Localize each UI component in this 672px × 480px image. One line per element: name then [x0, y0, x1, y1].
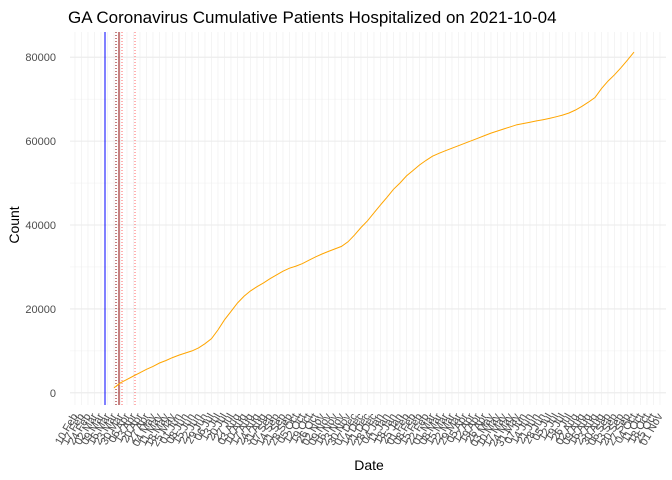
y-tick-label: 60000	[25, 136, 56, 148]
grid	[70, 32, 666, 405]
y-axis-title: Count	[6, 206, 22, 243]
x-axis-title: Date	[354, 457, 384, 473]
data-line	[113, 51, 635, 389]
y-tick-label: 40000	[25, 220, 56, 232]
y-tick-label: 20000	[25, 304, 56, 316]
chart-title: GA Coronavirus Cumulative Patients Hospi…	[68, 8, 557, 27]
y-tick-label: 0	[50, 388, 56, 400]
y-tick-label: 80000	[25, 52, 56, 64]
